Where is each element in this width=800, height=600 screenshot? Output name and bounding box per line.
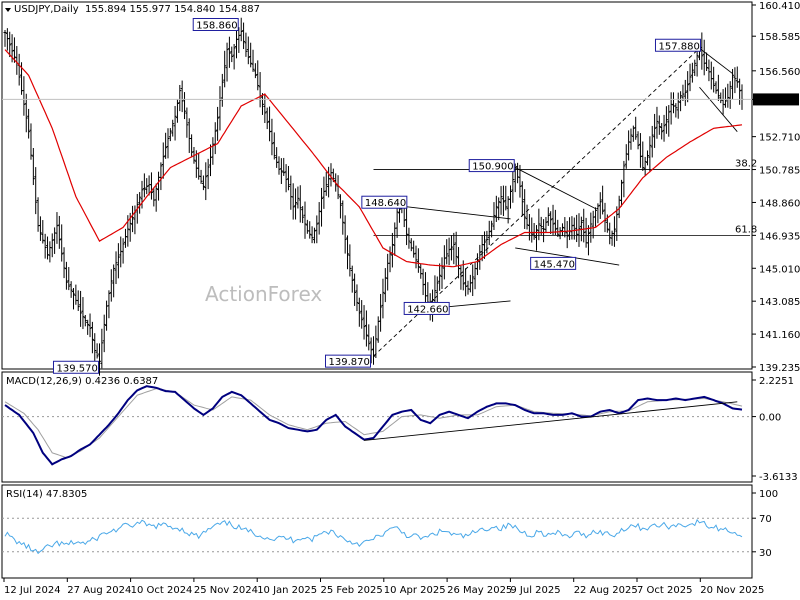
- price-annotation-box: [403, 301, 450, 315]
- price-annotation-box: [192, 17, 239, 31]
- price-annotation-label: 150.900: [472, 162, 513, 173]
- time-axis-label: 12 Jul 2024: [4, 585, 61, 596]
- price-annotation-box: [530, 256, 577, 270]
- price-annotation-box: [654, 38, 701, 52]
- time-axis: 12 Jul 2024 27 Aug 2024 10 Oct 2024 25 Nov …: [3, 578, 764, 596]
- channel-upper-trendline: [515, 167, 596, 210]
- fibonacci-levels: 38.2 61.8: [373, 159, 757, 236]
- rsi-axis-label: 100: [759, 489, 778, 500]
- price-annotation-box: [361, 195, 408, 209]
- time-axis-label: 25 Nov 2024: [194, 585, 258, 596]
- macd-panel-frame: [1, 371, 753, 483]
- macd-axis-label: 0.00: [759, 413, 781, 424]
- time-axis-label: 27 Aug 2024: [67, 585, 131, 596]
- price-axis-label: 150.785: [759, 166, 800, 177]
- time-axis-label: 20 Nov 2025: [700, 585, 764, 596]
- macd-axis-label: 2.2251: [759, 376, 794, 387]
- rsi-axis-label: 70: [759, 514, 772, 525]
- price-panel-frame: [1, 1, 753, 370]
- price-annotation-label: 139.870: [329, 357, 370, 368]
- price-axis-label: 158.585: [759, 32, 800, 43]
- time-axis-label: 9 Jul 2025: [510, 585, 560, 596]
- price-axis-label: 143.085: [759, 297, 800, 308]
- price-axis: 160.410 158.585 156.560 154.887 152.710 150.7…: [752, 1, 800, 374]
- price-axis-label: 160.410: [759, 1, 800, 12]
- symbol-dropdown-icon[interactable]: [5, 8, 11, 12]
- flag-lower-trendline: [699, 86, 738, 132]
- price-axis-label: 156.560: [759, 67, 800, 78]
- price-annotation-label: 145.470: [534, 259, 575, 270]
- price-axis-label: 145.010: [759, 264, 800, 275]
- price-bars: [3, 17, 744, 376]
- flag-upper-trendline: [699, 47, 733, 74]
- time-axis-label: 10 Oct 2024: [131, 585, 193, 596]
- triangle-upper-trendline: [401, 205, 511, 220]
- macd-line: [4, 385, 743, 466]
- time-axis-label: 10 Jan 2025: [257, 585, 317, 596]
- time-axis-label: 10 Apr 2025: [384, 585, 446, 596]
- time-axis-label: 25 Feb 2025: [321, 585, 383, 596]
- macd-panel: 2.2251 0.00 -3.6133: [2, 376, 798, 483]
- time-axis-label: 22 Aug 2025: [574, 585, 638, 596]
- price-axis-label: 141.160: [759, 330, 800, 341]
- moving-average: [2, 49, 752, 268]
- fib-level-label: 38.2: [735, 159, 757, 170]
- channel-lower-trendline: [515, 247, 620, 266]
- price-axis-label: 152.710: [759, 133, 800, 144]
- macd-trendline: [364, 401, 738, 441]
- macd-axis-label: -3.6133: [759, 472, 798, 483]
- current-price-label: 154.887: [758, 95, 799, 106]
- time-axis-label: 7 Oct 2025: [637, 585, 692, 596]
- symbol-label: USDJPY,Daily: [14, 4, 79, 15]
- rsi-line: [4, 518, 743, 555]
- price-axis-label: 146.935: [759, 231, 800, 242]
- price-axis-label: 148.860: [759, 198, 800, 209]
- price-annotations: 158.860 139.570 148.640 139.870 142.660 150.9…: [52, 17, 701, 374]
- price-annotation-label: 148.640: [365, 198, 406, 209]
- rsi-axis-label: 30: [759, 548, 772, 559]
- macd-title: MACD(12,26,9) 0.4236 0.6387: [6, 376, 158, 387]
- rsi-panel-frame: [1, 484, 753, 579]
- price-annotation-box: [468, 159, 515, 173]
- price-axis-label: 139.235: [759, 363, 800, 374]
- price-annotation-label: 157.880: [658, 41, 699, 52]
- price-annotation-box: [325, 354, 371, 368]
- moving-average-line: [4, 49, 743, 268]
- fib-level-label: 61.8: [735, 224, 757, 235]
- price-annotation-label: 139.570: [56, 363, 97, 374]
- watermark: ActionForex: [205, 282, 322, 306]
- current-price-box: [753, 93, 799, 106]
- ohlc-readout: 155.894 155.977 154.840 154.887: [85, 4, 260, 15]
- price-annotation-label: 142.660: [407, 304, 448, 315]
- macd-signal-line: [4, 388, 743, 459]
- price-annotation-label: 158.860: [196, 20, 237, 31]
- rsi-title: RSI(14) 47.8305: [6, 489, 87, 500]
- time-axis-label: 26 May 2025: [447, 585, 512, 596]
- rsi-panel: 100 70 30: [2, 489, 778, 559]
- price-annotation-box: [52, 360, 99, 374]
